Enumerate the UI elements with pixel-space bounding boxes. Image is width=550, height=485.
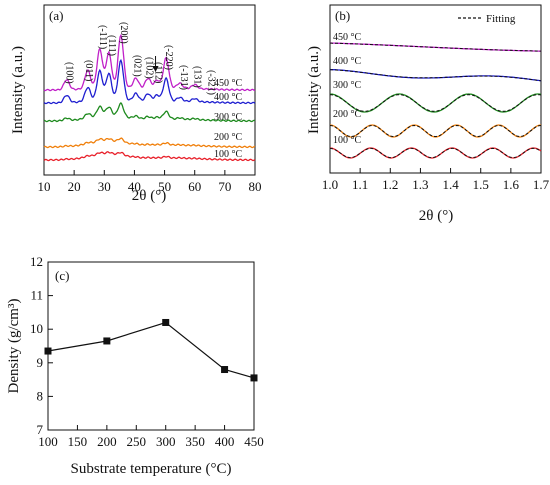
panel-c-x-tick-label-6: 400: [215, 434, 235, 449]
panel-c-x-axis-label: Substrate temperature (°C): [71, 461, 232, 477]
panel-c-density-point-200: [103, 337, 111, 345]
panel-b-series-400-c: [329, 68, 542, 82]
panel-a-x-tick-label-7: 80: [249, 179, 262, 194]
panel-c-x-tick-label-7: 450: [244, 434, 264, 449]
panel-c-x-tick-label-1: 150: [68, 434, 88, 449]
panel-b-series-label-100-c: 100 °C: [333, 135, 361, 146]
panel-a-arrow-head: [152, 66, 159, 72]
panel-a-x-tick-label-0: 10: [38, 179, 51, 194]
panel-c-y-tick-label-1: 8: [37, 388, 44, 403]
panel-b-x-tick-label-1: 1.1: [352, 177, 368, 192]
panel-b-x-tick-label-5: 1.5: [473, 177, 489, 192]
panel-b-x-axis-label: 2θ (°): [419, 208, 453, 224]
panel-a-peak-label-3: (111): [106, 35, 117, 56]
panel-a-peak-label-8: (-220): [163, 45, 174, 70]
panel-b-y-axis-label: Intensity (a.u.): [306, 46, 322, 134]
panel-c-x-tick-label-2: 200: [97, 434, 117, 449]
panel-b-xrr-chart: (b) Fitting 1.0 1.1 1.2 1.3 1.4 1.5 1.6 1.7 450…: [306, 4, 550, 224]
panel-c-density-point-100: [44, 347, 52, 355]
panel-a-series-label-200-c: 200 °C: [214, 132, 242, 143]
panel-c-tag: (c): [55, 268, 69, 283]
panel-b-fit-300-c: [329, 94, 542, 112]
panel-c-x-tick-label-4: 300: [156, 434, 176, 449]
panel-c-y-tick-label-5: 12: [30, 254, 43, 269]
panel-b-series-label-300-c: 300 °C: [333, 80, 361, 91]
panel-a-x-axis-label: 2θ (°): [132, 188, 166, 204]
panel-b-fit-400-c: [329, 69, 542, 82]
panel-a-series-400-c: [43, 58, 256, 105]
panel-a-peak-label-1: (011): [83, 60, 94, 81]
panel-c-y-axis-label: Density (g/cm³): [6, 299, 22, 394]
panel-c-frame: [47, 261, 255, 431]
panel-c-y-tick-label-3: 10: [30, 321, 43, 336]
panel-a-peak-label-11: (-321): [205, 70, 216, 95]
panel-c-x-tick-label-3: 250: [127, 434, 147, 449]
panel-c-x-tick-label-5: 350: [185, 434, 205, 449]
panel-c-density-point-300: [162, 318, 170, 326]
panel-b-x-tick-label-6: 1.6: [503, 177, 520, 192]
panel-a-peak-label-9: (-131): [178, 65, 189, 90]
panel-b-x-tick-label-4: 1.4: [442, 177, 459, 192]
panel-a-series-100-c: [43, 151, 256, 162]
panel-a-tag: (a): [49, 8, 63, 23]
panel-a-peak-label-6: (102): [143, 57, 154, 79]
panel-b-fit-450-c: [330, 42, 541, 52]
panel-b-fit-200-c: [329, 124, 542, 137]
panel-a-series-200-c: [43, 137, 256, 149]
panel-b-x-tick-label-0: 1.0: [322, 177, 338, 192]
panel-b-series-label-450-c: 450 °C: [333, 32, 361, 43]
panel-a-peak-label-0: (100): [64, 62, 75, 84]
panel-a-series-300-c: [43, 101, 256, 123]
panel-a-peak-label-5: (021): [131, 55, 142, 77]
panel-b-fit-100-c: [329, 147, 542, 159]
panel-b-series-label-200-c: 200 °C: [333, 109, 361, 120]
panel-a-series-label-450-c: 450 °C: [214, 78, 242, 89]
panel-c-x-tick-label-0: 100: [38, 434, 58, 449]
panel-a-series-label-100-c: 100 °C: [214, 149, 242, 160]
panel-b-tag: (b): [335, 8, 350, 23]
panel-b-series-300-c: [329, 93, 542, 113]
panel-b-x-tick-label-2: 1.2: [382, 177, 398, 192]
panel-b-frame: [329, 4, 542, 174]
panel-b-series-label-400-c: 400 °C: [333, 56, 361, 67]
panel-a-x-tick-label-3: 40: [128, 179, 141, 194]
panel-a-x-tick-label-5: 60: [188, 179, 201, 194]
panel-a-x-tick-label-1: 20: [68, 179, 81, 194]
panel-a-peak-label-2: (-111): [97, 25, 108, 49]
panel-a-series-label-400-c: 400 °C: [214, 92, 242, 103]
panel-a-series-450-c: [43, 33, 256, 92]
panel-a-series-label-300-c: 300 °C: [214, 112, 242, 123]
panel-a-peak-label-10: (131): [192, 66, 203, 88]
panel-a-xrd-chart: (a) 10 20 30 40 50 60 70 80 100 °C 200 °C 300 °C 4…: [10, 4, 262, 204]
panel-b-x-tick-label-7: 1.7: [533, 177, 550, 192]
panel-b-x-tick-label-3: 1.3: [412, 177, 428, 192]
panel-a-peak-label-7: (112): [153, 62, 164, 83]
panel-a-y-axis-label: Intensity (a.u.): [10, 46, 26, 134]
panel-a-x-tick-label-4: 50: [158, 179, 171, 194]
panel-c-y-tick-label-0: 7: [37, 422, 44, 437]
panel-a-x-tick-label-6: 70: [218, 179, 231, 194]
panel-a-peak-label-4: (200): [118, 22, 129, 44]
panel-c-y-tick-label-4: 11: [30, 288, 43, 303]
panel-c-y-tick-label-2: 9: [37, 355, 44, 370]
panel-c-density-point-450: [250, 374, 258, 382]
panel-a-x-tick-label-2: 30: [98, 179, 111, 194]
panel-b-legend-label: Fitting: [486, 13, 516, 25]
panel-c-density-point-400: [221, 366, 229, 374]
panel-c-density-chart: (c) 100 150 200 250 300 350 400 450 7 8 9 10 11 12 S…: [6, 254, 264, 477]
